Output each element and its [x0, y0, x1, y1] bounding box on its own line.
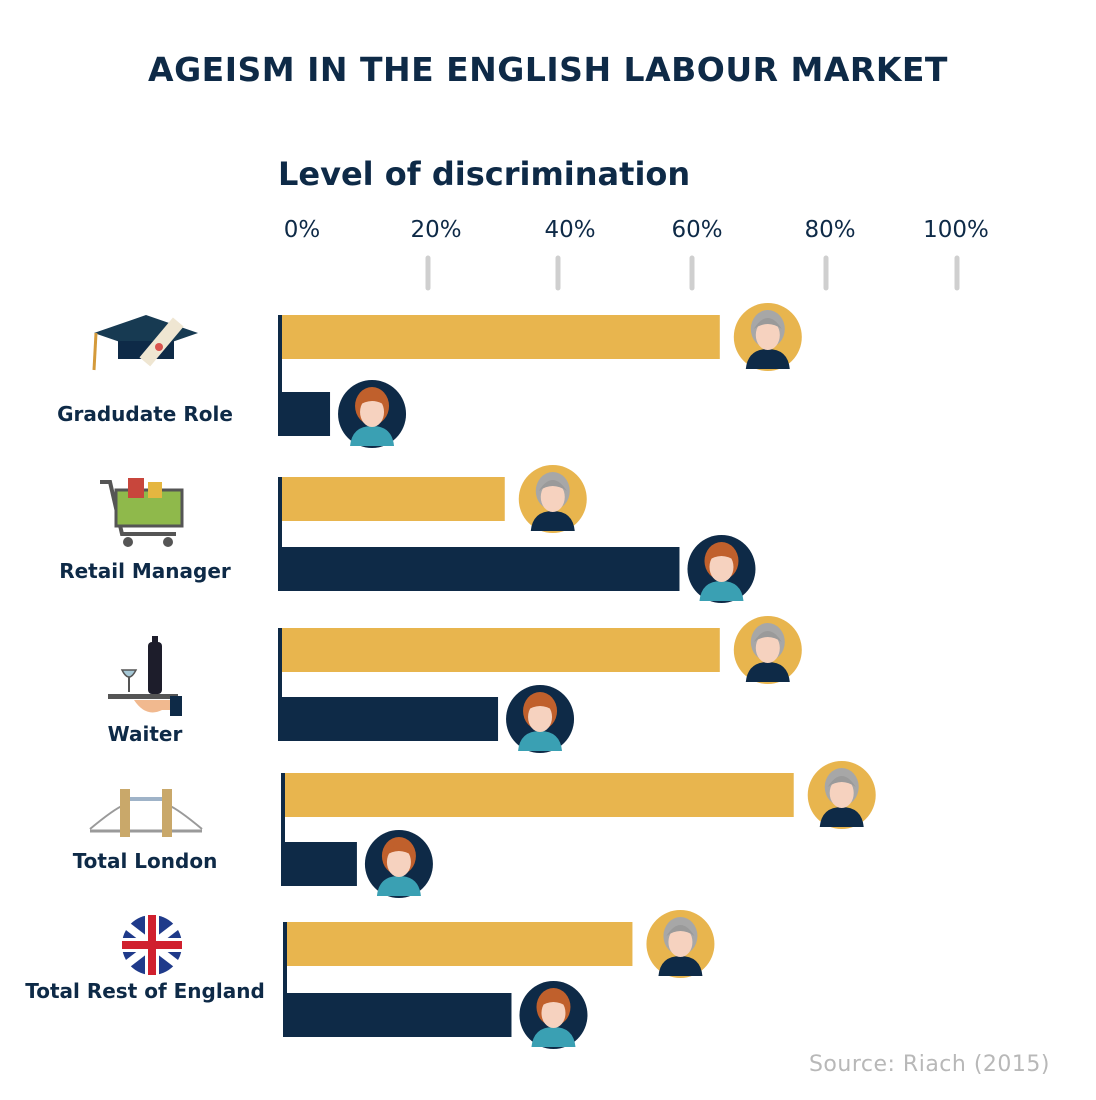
- bar-younger: [282, 697, 499, 741]
- bar-older: [282, 628, 720, 672]
- category-icons: [89, 315, 203, 975]
- older-avatar-icon: [518, 465, 587, 533]
- bar-older: [282, 315, 720, 359]
- older-avatar-icon: [807, 761, 876, 829]
- younger-avatar-icon: [519, 981, 588, 1049]
- younger-avatar-icon: [506, 685, 575, 753]
- category-label: Gradudate Role: [57, 402, 233, 426]
- axis-title: Level of discrimination: [278, 155, 691, 193]
- chart-title: AGEISM IN THE ENGLISH LABOUR MARKET: [148, 50, 948, 89]
- bar-older: [285, 773, 794, 817]
- graduation-cap-icon: [92, 315, 198, 371]
- tower-bridge-icon: [89, 789, 203, 837]
- younger-avatar-icon: [338, 380, 407, 448]
- younger-avatar-icon: [364, 830, 433, 898]
- tick-label: 40%: [544, 217, 595, 243]
- wine-tray-icon: [108, 636, 182, 716]
- bar-younger: [282, 547, 680, 591]
- older-avatar-icon: [646, 910, 715, 978]
- bar-younger: [282, 392, 331, 436]
- axis-ticks: 0% 20% 40% 60% 80% 100%: [284, 217, 989, 291]
- category-label: Total Rest of England: [25, 979, 265, 1003]
- tick-label: 100%: [923, 217, 989, 243]
- category-label: Retail Manager: [59, 559, 231, 583]
- tick-label: 0%: [284, 217, 321, 243]
- tick-label: 60%: [671, 217, 722, 243]
- younger-avatar-icon: [687, 535, 756, 603]
- avatars: [338, 303, 876, 1049]
- older-avatar-icon: [733, 303, 802, 371]
- source-note: Source: Riach (2015): [808, 1052, 1050, 1077]
- shopping-cart-icon: [100, 478, 184, 547]
- bar-younger: [287, 993, 512, 1037]
- bar-younger: [285, 842, 357, 886]
- older-avatar-icon: [733, 616, 802, 684]
- category-label: Total London: [72, 849, 218, 873]
- union-jack-flag-icon: [122, 915, 182, 975]
- tick-label: 80%: [804, 217, 855, 243]
- bar-older: [287, 922, 633, 966]
- bars: [278, 315, 794, 1037]
- bar-older: [282, 477, 505, 521]
- category-label: Waiter: [107, 722, 183, 746]
- tick-label: 20%: [410, 217, 461, 243]
